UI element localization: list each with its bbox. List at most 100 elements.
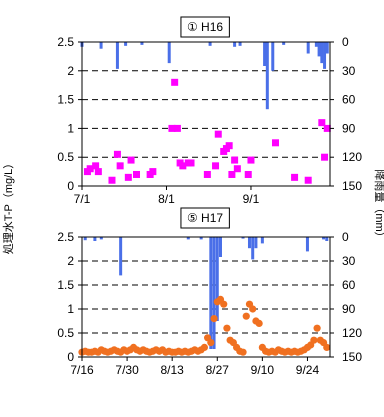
p2-left-tick-label: 2 — [67, 254, 74, 268]
p2-left-tick-label: 0 — [67, 350, 74, 364]
p2-x-tick-label: 7/16 — [70, 363, 94, 377]
p1-left-tick-label: 1 — [67, 121, 74, 135]
p1-rain-bar — [233, 42, 237, 47]
p2-x-tick-label: 7/30 — [115, 363, 139, 377]
p2-rain-bar — [251, 237, 255, 260]
p1-data-point — [179, 162, 187, 170]
p1-rain-bar — [271, 42, 275, 71]
p2-data-point — [323, 343, 331, 351]
p2-right-tick-label: 120 — [342, 326, 362, 340]
p1-right-tick-label: 30 — [342, 64, 356, 78]
p1-right-tick-label: 0 — [342, 35, 349, 49]
p1-rain-bar — [314, 42, 318, 47]
p2-rain-bar — [212, 237, 216, 349]
p2-left-tick-label: 1.5 — [57, 278, 74, 292]
p2-rain-bar — [218, 237, 222, 257]
p1-data-point — [133, 170, 141, 178]
p1-data-point — [124, 173, 132, 181]
p1-rain-bar — [282, 42, 286, 45]
axes-layer — [78, 41, 334, 361]
p2-data-point — [239, 348, 247, 356]
p1-data-point — [247, 156, 255, 164]
p2-rain-bar — [247, 237, 251, 249]
p2-left-tick-label: 0.5 — [57, 326, 74, 340]
p2-rain-bar — [260, 237, 264, 244]
p2-data-point — [255, 319, 263, 327]
p1-left-tick-label: 2.5 — [57, 35, 74, 49]
grid-layer — [82, 70, 330, 334]
p1-data-point — [271, 139, 279, 147]
p2-data-point — [207, 339, 215, 347]
p2-data-point — [242, 312, 250, 320]
p1-data-point — [318, 119, 326, 127]
p1-right-tick-label: 120 — [342, 150, 362, 164]
p1-rain-bar — [238, 42, 242, 46]
p2-rain-bar — [209, 237, 213, 349]
p1-data-point — [94, 168, 102, 176]
p1-rain-bar — [99, 42, 103, 49]
p2-right-tick-label: 30 — [342, 254, 356, 268]
p2-right-tick-label: 150 — [342, 350, 362, 364]
p1-data-point — [233, 165, 241, 173]
p1-rain-bar — [115, 42, 119, 69]
p1-plot-frame — [81, 41, 331, 187]
p1-data-point — [168, 124, 176, 132]
p2-right-tick-label: 90 — [342, 302, 356, 316]
p1-rain-bar — [140, 42, 144, 45]
p2-chart-title: ⑤ H17 — [187, 211, 223, 225]
p1-data-point — [116, 162, 124, 170]
p1-data-point — [127, 156, 135, 164]
p2-rain-bar — [254, 237, 258, 249]
p2-rain-bar — [93, 237, 97, 241]
p2-x-tick-label: 9/10 — [251, 363, 275, 377]
p1-data-point — [321, 153, 329, 161]
p1-data-point — [113, 150, 121, 158]
p2-left-tick-label: 2.5 — [57, 230, 74, 244]
p2-data-point — [210, 315, 218, 323]
p1-rain-bar — [320, 42, 324, 64]
p1-rain-bar — [323, 42, 327, 69]
p1-x-tick-label: 7/1 — [74, 192, 91, 206]
p2-rain-bar — [305, 237, 309, 252]
p1-data-point — [323, 124, 331, 132]
p2-data-point — [249, 305, 257, 313]
p1-left-tick-label: 2 — [67, 64, 74, 78]
p1-data-point — [86, 165, 94, 173]
p1-data-point — [291, 173, 299, 181]
p1-rain-bar — [325, 42, 329, 54]
p2-rain-bar — [119, 237, 123, 276]
p2-chart-title-box — [180, 207, 230, 229]
p1-data-point — [173, 124, 181, 132]
p1-data-point — [149, 168, 157, 176]
p1-x-tick-label: 8/1 — [158, 192, 175, 206]
p1-rain-bar — [265, 42, 269, 110]
p1-data-point — [225, 142, 233, 150]
p2-rain-bar — [325, 237, 329, 241]
p1-data-point — [203, 170, 211, 178]
p1-data-point — [187, 159, 195, 167]
p1-chart-title-box — [180, 16, 230, 38]
p1-data-point — [231, 156, 239, 164]
p2-x-tick-label: 8/13 — [161, 363, 185, 377]
p1-data-point — [304, 176, 312, 184]
p1-x-tick-label: 9/1 — [243, 192, 260, 206]
p1-right-tick-label: 90 — [342, 121, 356, 135]
p1-data-point — [244, 170, 252, 178]
p2-data-point — [220, 300, 228, 308]
p1-chart-title: ① H16 — [187, 20, 223, 34]
rain-bars-layer — [80, 42, 329, 349]
p2-rain-bar — [186, 237, 190, 240]
p1-data-point — [92, 162, 100, 170]
p2-data-point — [200, 343, 208, 351]
p2-x-tick-label: 8/27 — [206, 363, 230, 377]
p2-left-tick-label: 1 — [67, 302, 74, 316]
p2-rain-bar — [322, 237, 326, 240]
points-layer — [78, 78, 331, 356]
p1-rain-bar — [208, 42, 212, 46]
p2-data-point — [313, 324, 321, 332]
p2-plot-frame — [81, 236, 331, 358]
p1-data-point — [171, 78, 179, 86]
p1-left-tick-label: 0.5 — [57, 150, 74, 164]
